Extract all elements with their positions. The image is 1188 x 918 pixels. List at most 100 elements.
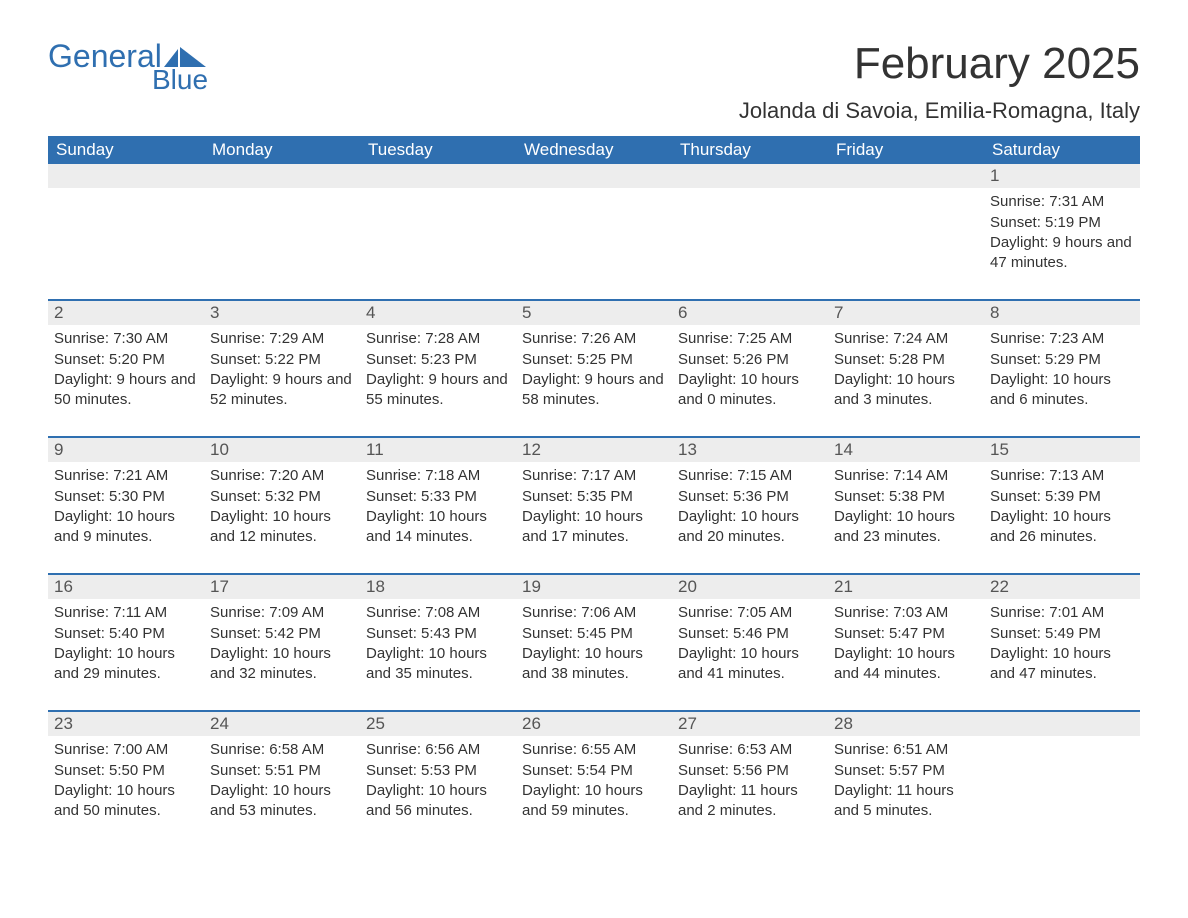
day-body [360,188,516,278]
calendar-day-cell: 12Sunrise: 7:17 AMSunset: 5:35 PMDayligh… [516,437,672,574]
day-body: Sunrise: 6:56 AMSunset: 5:53 PMDaylight:… [360,736,516,847]
day-sunrise: Sunrise: 7:05 AM [678,603,822,623]
day-daylight: Daylight: 10 hours and 14 minutes. [366,507,510,548]
location-subtitle: Jolanda di Savoia, Emilia-Romagna, Italy [739,98,1140,124]
day-body: Sunrise: 7:08 AMSunset: 5:43 PMDaylight:… [360,599,516,710]
day-daylight: Daylight: 9 hours and 47 minutes. [990,233,1134,274]
calendar-day-cell: 17Sunrise: 7:09 AMSunset: 5:42 PMDayligh… [204,574,360,711]
day-sunrise: Sunrise: 7:26 AM [522,329,666,349]
day-sunrise: Sunrise: 7:30 AM [54,329,198,349]
day-sunrise: Sunrise: 7:09 AM [210,603,354,623]
day-body: Sunrise: 7:23 AMSunset: 5:29 PMDaylight:… [984,325,1140,436]
day-body [204,188,360,278]
day-number: 5 [522,303,531,322]
day-header: Wednesday [516,136,672,164]
day-sunrise: Sunrise: 7:03 AM [834,603,978,623]
calendar-day-cell [204,164,360,300]
calendar-day-cell: 23Sunrise: 7:00 AMSunset: 5:50 PMDayligh… [48,711,204,847]
day-number: 16 [54,577,73,596]
day-number-band: 2 [48,301,204,325]
calendar-day-cell: 11Sunrise: 7:18 AMSunset: 5:33 PMDayligh… [360,437,516,574]
calendar-day-cell [48,164,204,300]
day-daylight: Daylight: 11 hours and 5 minutes. [834,781,978,822]
day-number-band [672,164,828,188]
day-sunrise: Sunrise: 7:28 AM [366,329,510,349]
day-sunset: Sunset: 5:54 PM [522,761,666,781]
month-title: February 2025 [739,40,1140,88]
calendar-day-cell: 16Sunrise: 7:11 AMSunset: 5:40 PMDayligh… [48,574,204,711]
day-number-band: 7 [828,301,984,325]
calendar-week-row: 9 Sunrise: 7:21 AMSunset: 5:30 PM Daylight… [48,437,1140,574]
calendar-day-cell: 2Sunrise: 7:30 AMSunset: 5:20 PMDaylight… [48,300,204,437]
day-header: Friday [828,136,984,164]
day-sunset: Sunset: 5:56 PM [678,761,822,781]
day-daylight: Daylight: 10 hours and 0 minutes. [678,370,822,411]
day-daylight: Daylight: 10 hours and 53 minutes. [210,781,354,822]
logo-text-blue: Blue [152,66,208,94]
day-sunrise: Sunrise: 7:17 AM [522,466,666,486]
calendar-day-cell: 25 Sunrise: 6:56 AMSunset: 5:53 PMDayligh… [360,711,516,847]
calendar-day-cell: 6Sunrise: 7:25 AMSunset: 5:26 PMDaylight… [672,300,828,437]
day-sunset: Sunset: 5:50 PM [54,761,198,781]
calendar-day-cell: 14Sunrise: 7:14 AMSunset: 5:38 PMDayligh… [828,437,984,574]
brand-logo: General Blue [48,40,208,94]
day-number-band: 5 [516,301,672,325]
day-number: 21 [834,577,853,596]
day-daylight: Daylight: 10 hours and 3 minutes. [834,370,978,411]
calendar-day-cell [828,164,984,300]
day-daylight: Daylight: 10 hours and 6 minutes. [990,370,1134,411]
day-daylight: Daylight: 11 hours and 2 minutes. [678,781,822,822]
calendar-day-cell: 8Sunrise: 7:23 AMSunset: 5:29 PMDaylight… [984,300,1140,437]
day-daylight: Daylight: 10 hours and 41 minutes. [678,644,822,685]
day-sunset: Sunset: 5:35 PM [522,487,666,507]
day-body: Sunrise: 7:24 AMSunset: 5:28 PMDaylight:… [828,325,984,436]
calendar-day-cell: 9Sunrise: 7:21 AMSunset: 5:30 PMDaylight… [48,437,204,574]
logo-text-general: General [48,40,162,72]
day-number: 25 [366,714,385,733]
day-number-band: 27 [672,712,828,736]
day-number-band: 23 [48,712,204,736]
calendar-day-cell: 28Sunrise: 6:51 AMSunset: 5:57 PMDayligh… [828,711,984,847]
day-number: 19 [522,577,541,596]
day-body [828,188,984,278]
day-sunrise: Sunrise: 7:15 AM [678,466,822,486]
day-header: Tuesday [360,136,516,164]
day-sunset: Sunset: 5:19 PM [990,213,1134,233]
day-sunset: Sunset: 5:32 PM [210,487,354,507]
day-sunrise: Sunrise: 7:08 AM [366,603,510,623]
day-body: Sunrise: 6:55 AMSunset: 5:54 PMDaylight:… [516,736,672,847]
day-body [984,736,1140,826]
day-sunset: Sunset: 5:30 PM [54,487,198,507]
day-sunset: Sunset: 5:57 PM [834,761,978,781]
day-body: Sunrise: 7:05 AMSunset: 5:46 PMDaylight:… [672,599,828,710]
day-number-band [48,164,204,188]
day-number-band: 9 [48,438,204,462]
calendar-day-cell: 24Sunrise: 6:58 AMSunset: 5:51 PMDayligh… [204,711,360,847]
day-number: 3 [210,303,219,322]
day-number-band: 19 [516,575,672,599]
day-number: 18 [366,577,385,596]
day-sunrise: Sunrise: 7:06 AM [522,603,666,623]
day-header-row: Sunday Monday Tuesday Wednesday Thursday… [48,136,1140,164]
calendar-day-cell [984,711,1140,847]
calendar-day-cell: 21 Sunrise: 7:03 AMSunset: 5:47 PMDayligh… [828,574,984,711]
day-sunset: Sunset: 5:43 PM [366,624,510,644]
calendar-day-cell: 13Sunrise: 7:15 AMSunset: 5:36 PMDayligh… [672,437,828,574]
day-daylight: Daylight: 9 hours and 55 minutes. [366,370,510,411]
day-number-band: 3 [204,301,360,325]
day-body: Sunrise: 7:03 AMSunset: 5:47 PMDaylight:… [828,599,984,710]
day-body [672,188,828,278]
day-number: 2 [54,303,63,322]
day-number: 1 [990,166,999,185]
day-sunset: Sunset: 5:51 PM [210,761,354,781]
day-number-band [516,164,672,188]
day-number-band [204,164,360,188]
day-number-band: 28 [828,712,984,736]
day-sunrise: Sunrise: 7:21 AM [54,466,198,486]
calendar-table: Sunday Monday Tuesday Wednesday Thursday… [48,136,1140,847]
day-number-band: 24 [204,712,360,736]
day-sunset: Sunset: 5:20 PM [54,350,198,370]
day-number: 27 [678,714,697,733]
day-body: Sunrise: 7:17 AMSunset: 5:35 PMDaylight:… [516,462,672,573]
day-body [48,188,204,278]
